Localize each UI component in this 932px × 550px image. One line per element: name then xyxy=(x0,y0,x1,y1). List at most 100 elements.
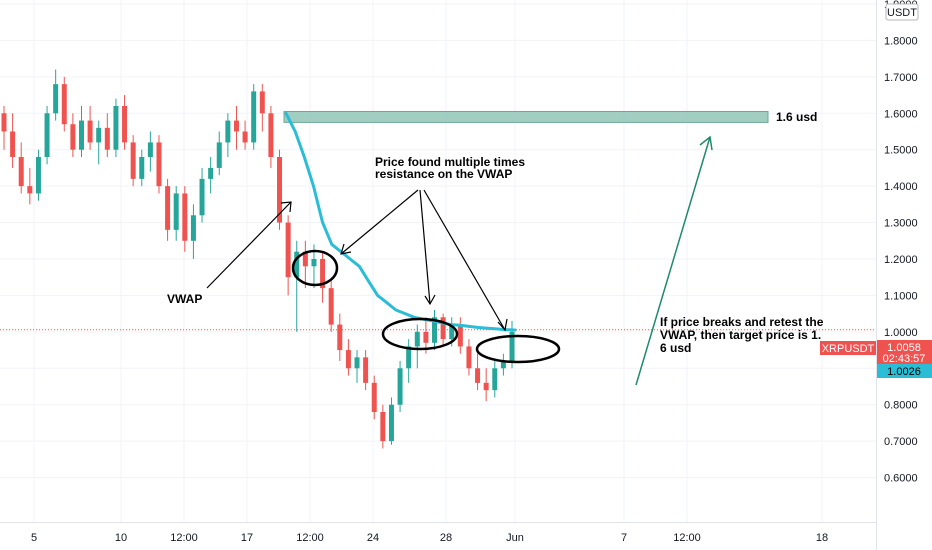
symbol-tag xyxy=(820,341,876,355)
candle-body xyxy=(233,120,239,132)
y-tick-label: 0.7000 xyxy=(884,436,918,448)
y-tick-label: 1.2000 xyxy=(884,254,918,266)
candle-body xyxy=(44,113,50,157)
countdown-value: 02:43:57 xyxy=(883,353,926,365)
candle-body xyxy=(156,142,162,187)
vwap-pointer-arrowhead xyxy=(280,201,292,213)
candle-body xyxy=(130,142,136,179)
candle-body xyxy=(242,131,248,143)
x-tick-label: 7 xyxy=(621,532,627,544)
candle-body xyxy=(449,324,455,340)
candles xyxy=(1,69,515,449)
candle-body xyxy=(483,382,489,391)
candle-body xyxy=(302,251,308,267)
candle-body xyxy=(363,357,369,383)
candle-body xyxy=(1,113,7,132)
y-tick-label: 1.4000 xyxy=(884,181,918,193)
y-tick-label: 1.7000 xyxy=(884,72,918,84)
last-price-value: 1.0058 xyxy=(887,342,921,354)
candle-body xyxy=(53,84,59,114)
target-note-line3: 6 usd xyxy=(660,341,691,355)
time-scale-divider xyxy=(0,522,876,523)
candle-body xyxy=(27,186,33,194)
price-axis[interactable]: 1.90001.80001.70001.60001.50001.40001.30… xyxy=(884,0,918,485)
x-tick-label: 24 xyxy=(367,532,379,544)
candle-body xyxy=(199,178,205,216)
candle-body xyxy=(371,382,377,412)
y-tick-label: 1.6000 xyxy=(884,108,918,120)
candle-body xyxy=(139,157,145,179)
resistance-ellipse-2 xyxy=(381,317,459,351)
candle-body xyxy=(440,317,446,340)
candle-body xyxy=(165,186,171,230)
y-tick-label: 0.8000 xyxy=(884,400,918,412)
candle-body xyxy=(277,157,283,223)
candle-body xyxy=(466,346,472,369)
vwap-value-tag xyxy=(877,364,932,378)
resistance-zone xyxy=(283,110,769,123)
candle-body xyxy=(414,331,420,347)
x-tick-label: 17 xyxy=(241,532,253,544)
resistance-arrow-3 xyxy=(423,189,506,331)
candle-body xyxy=(345,350,351,369)
candle-body xyxy=(190,215,196,241)
time-axis[interactable]: 5 10 12:00 17 12:00 24 28 Jun 7 12:00 18 xyxy=(31,532,828,544)
candle-body xyxy=(337,324,343,351)
y-tick-label: 1.0000 xyxy=(884,327,918,339)
candle-body xyxy=(354,357,360,369)
x-tick-label: 10 xyxy=(115,532,127,544)
price-note-line2: resistance on the VWAP xyxy=(375,167,512,181)
vwap-label: VWAP xyxy=(167,292,202,306)
candle-body xyxy=(10,131,16,157)
x-tick-label: 12:00 xyxy=(296,532,324,544)
candle-body xyxy=(87,120,93,143)
candle-body xyxy=(380,412,386,442)
target-note-line1: If price breaks and retest the xyxy=(660,315,824,329)
y-tick-label: 1.5000 xyxy=(884,145,918,157)
resistance-arrow-1 xyxy=(340,189,419,255)
y-tick-label: 0.6000 xyxy=(884,473,918,485)
target-note-line2: VWAP, then target price is 1. xyxy=(660,328,821,342)
target-arrowhead xyxy=(699,135,713,151)
candle-body xyxy=(457,324,463,347)
x-tick-label: 12:00 xyxy=(673,532,701,544)
candle-body xyxy=(294,251,300,278)
resistance-arrowhead-2 xyxy=(424,294,436,306)
candle-body xyxy=(388,404,394,442)
candle-body xyxy=(492,368,498,391)
candle-body xyxy=(320,259,326,289)
candle-body xyxy=(173,193,179,230)
price-note-line1: Price found multiple times xyxy=(375,155,525,169)
x-tick-label: 28 xyxy=(440,532,452,544)
candle-body xyxy=(35,157,41,194)
resistance-zone-label: 1.6 usd xyxy=(776,110,817,124)
candle-body xyxy=(406,346,412,369)
resistance-arrowhead-1 xyxy=(340,243,352,255)
x-tick-label: 18 xyxy=(816,532,828,544)
y-tick-label: 1.3000 xyxy=(884,218,918,230)
candle-body xyxy=(70,124,76,150)
currency-label: USDT xyxy=(887,7,917,19)
candle-body xyxy=(311,259,317,267)
candle-body xyxy=(104,127,110,150)
candle-body xyxy=(475,368,481,383)
candle-body xyxy=(61,84,67,125)
resistance-ellipse-3 xyxy=(475,334,561,364)
candle-body xyxy=(251,91,257,143)
vwap-line xyxy=(284,111,517,332)
resistance-ellipse-1 xyxy=(291,249,339,287)
candle-body xyxy=(182,193,188,241)
candle-body xyxy=(397,368,403,405)
grid xyxy=(0,0,876,522)
resistance-arrow-2 xyxy=(419,189,431,305)
currency-badge[interactable] xyxy=(885,3,919,21)
candle-body xyxy=(18,157,24,187)
symbol-tag-label: XRPUSDT xyxy=(822,343,875,355)
x-tick-label: 12:00 xyxy=(170,532,198,544)
candle-body xyxy=(208,167,214,179)
candle-body xyxy=(285,222,291,278)
candle-body xyxy=(259,91,265,114)
y-tick-label: 1.8000 xyxy=(884,35,918,47)
candle-body xyxy=(432,317,438,343)
